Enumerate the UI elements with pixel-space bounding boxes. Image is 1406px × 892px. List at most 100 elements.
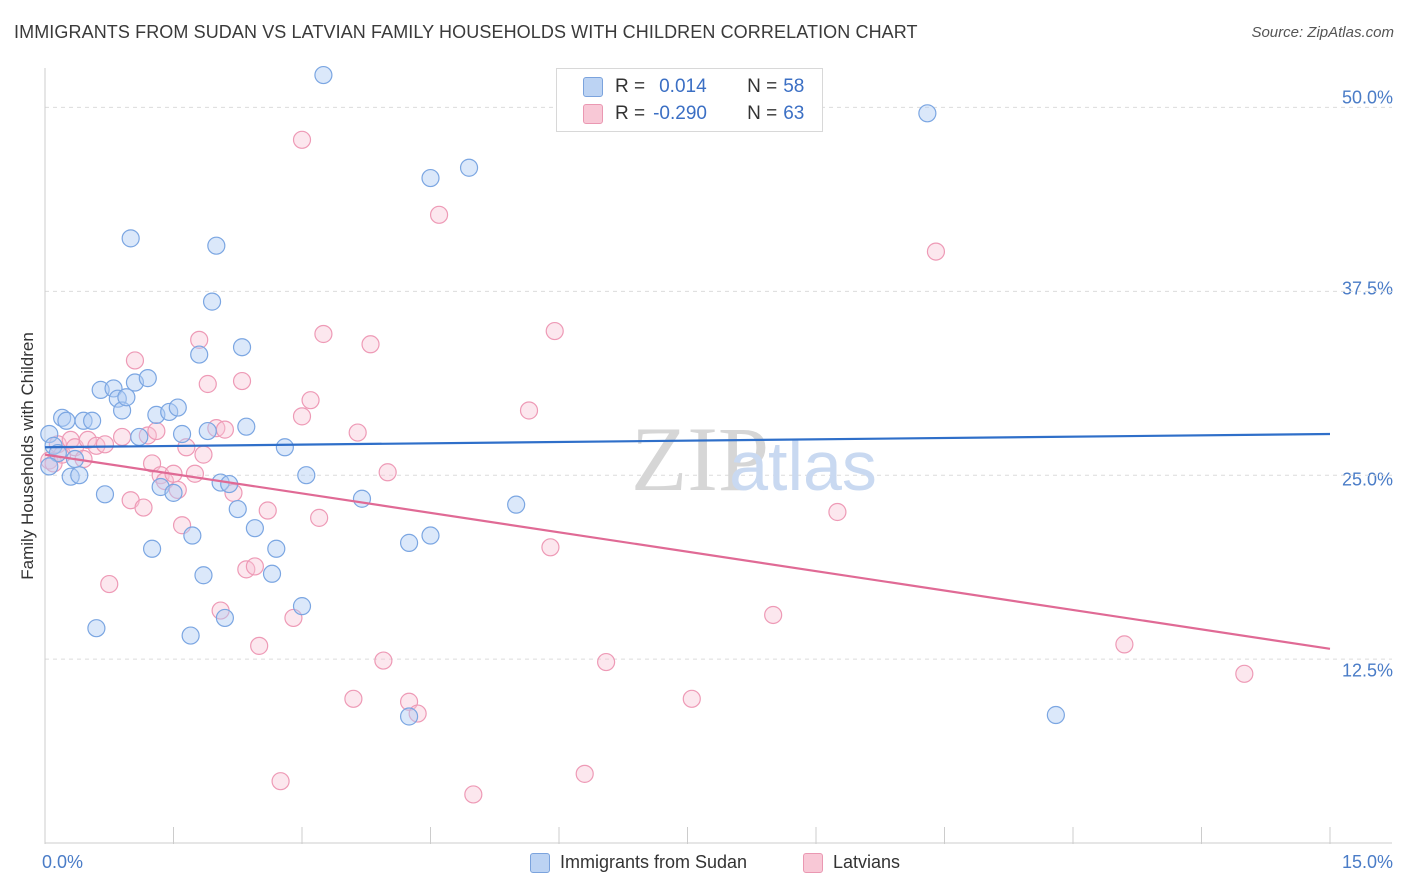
sudan-point [232, 338, 252, 357]
sudan-point [275, 438, 294, 457]
latvians-trend-line [44, 453, 1331, 650]
legend-label-latvians: Latvians [833, 852, 901, 872]
r-label-sudan: R = [615, 76, 646, 97]
sudan-points [40, 65, 1065, 726]
n-value-latvians: 63 [783, 103, 805, 124]
sudan-point [194, 566, 213, 585]
sudan-point [399, 533, 419, 552]
latvians-points [40, 130, 1254, 804]
sudan-point [130, 427, 149, 447]
latvians-point [125, 351, 145, 370]
sudan-point [421, 526, 440, 545]
sudan-point [70, 466, 89, 485]
legend-item-latvians[interactable]: Latvians [803, 852, 900, 873]
sudan-point [228, 499, 247, 519]
trend-lines [44, 432, 1331, 650]
legend-swatch-latvians-bottom [803, 852, 823, 873]
sudan-point [267, 539, 286, 558]
latvians-point [147, 421, 166, 441]
latvians-point [374, 651, 393, 670]
y-tick-label-37-5: 37.5% [1341, 278, 1393, 299]
latvians-point [271, 772, 290, 791]
latvians-point [464, 785, 483, 804]
y-tick-label-50: 50.0% [1341, 87, 1393, 108]
sudan-point [104, 379, 123, 398]
latvians-point [541, 538, 560, 557]
latvians-point [926, 242, 946, 261]
legend-row-sudan: R = 0.014 N = 58 [583, 75, 804, 99]
n-label-sudan: N = [747, 76, 778, 97]
sudan-point [399, 707, 419, 726]
latvians-point [292, 130, 312, 149]
latvians-point [194, 445, 213, 464]
latvians-point [215, 420, 234, 439]
latvians-point [95, 435, 115, 454]
sudan-point [918, 104, 937, 123]
stats-legend: R = 0.014 N = 58 R = -0.290 N = 63 [556, 68, 823, 132]
r-value-latvians: -0.290 [653, 103, 707, 124]
sudan-point [117, 388, 136, 407]
x-tick-label-min: 0.0% [42, 852, 84, 872]
latvians-point [1115, 635, 1134, 654]
latvians-point [185, 464, 205, 483]
sudan-point [138, 369, 157, 388]
sudan-point [207, 236, 226, 255]
sudan-point [314, 65, 333, 85]
sudan-point [40, 424, 59, 444]
sudan-point [1046, 705, 1065, 725]
sudan-point [292, 597, 312, 616]
legend-swatch-sudan-bottom [530, 852, 550, 873]
x-tick-label-max: 15.0% [1341, 852, 1393, 872]
latvians-point [112, 427, 132, 447]
chart-title: IMMIGRANTS FROM SUDAN VS LATVIAN FAMILY … [14, 22, 918, 42]
latvians-point [764, 605, 783, 625]
sudan-point [190, 345, 209, 364]
n-value-sudan: 58 [783, 76, 805, 97]
n-label-latvians: N = [747, 103, 778, 124]
sudan-point [262, 564, 282, 583]
latvians-point [245, 557, 264, 576]
sudan-point [352, 489, 372, 508]
latvians-point [198, 374, 217, 394]
latvians-point [429, 205, 449, 224]
latvians-point [100, 574, 119, 594]
legend-swatch-sudan [583, 77, 603, 97]
latvians-point [310, 508, 329, 527]
y-tick-label-25: 25.0% [1341, 469, 1393, 490]
sudan-point [172, 424, 192, 444]
latvians-point [301, 391, 320, 410]
sudan-point [40, 457, 59, 476]
sudan-point [164, 483, 183, 502]
sudan-point [83, 411, 102, 430]
sudan-point [245, 519, 264, 538]
latvians-point [232, 371, 252, 391]
latvians-point [378, 463, 397, 482]
latvians-point [597, 652, 616, 672]
sudan-point [57, 411, 76, 430]
latvians-point [134, 498, 153, 517]
sudan-point [87, 619, 106, 638]
chart-source: Source: ZipAtlas.com [1251, 24, 1394, 41]
latvians-point [258, 501, 277, 520]
sudan-point [215, 608, 234, 628]
latvians-point [575, 764, 594, 783]
sudan-point [142, 539, 162, 558]
latvians-point [682, 689, 701, 708]
latvians-point [292, 407, 312, 426]
sudan-point [95, 485, 115, 504]
sudan-point [507, 495, 526, 514]
legend-swatch-latvians [583, 104, 603, 124]
sudan-point [121, 229, 140, 248]
latvians-point [361, 335, 380, 354]
sudan-point [168, 398, 187, 417]
sudan-point [297, 466, 316, 485]
latvians-point [828, 502, 847, 522]
sudan-point [421, 168, 440, 188]
sudan-point [183, 526, 202, 545]
legend-item-sudan[interactable]: Immigrants from Sudan [530, 852, 747, 873]
sudan-point [459, 158, 479, 177]
legend-row-latvians: R = -0.290 N = 63 [583, 102, 804, 126]
sudan-point [198, 421, 217, 441]
latvians-point [190, 330, 209, 349]
